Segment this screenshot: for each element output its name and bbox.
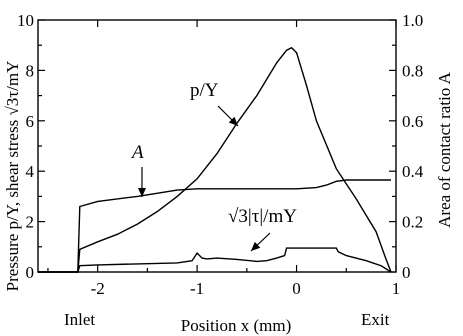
plot-frame-group <box>37 19 397 273</box>
exit-label: Exit <box>361 310 390 329</box>
annotation-p-over-y: p/Y <box>190 80 219 101</box>
x-tick-label: 1 <box>392 279 401 298</box>
y-right-tick-label: 0.2 <box>402 213 423 232</box>
annotation-shear-stress-arrowhead <box>251 241 261 251</box>
y-left-tick-label: 0 <box>26 263 35 282</box>
x-tick-label: -1 <box>190 279 204 298</box>
y-left-tick-label: 8 <box>26 61 35 80</box>
annotation-p-over-y-arrowhead <box>228 116 238 126</box>
x-tick-label: -2 <box>91 279 105 298</box>
contact-ratio-series-line <box>38 179 391 273</box>
y-axis-left-label: Pressure p/Y, shear stress √3τ/mY <box>3 61 22 292</box>
annotation-contact-ratio: A <box>130 142 144 163</box>
y-right-tick-label: 0.6 <box>402 112 423 131</box>
y-left-tick-label: 6 <box>26 112 35 131</box>
x-tick-label: 0 <box>292 279 301 298</box>
y-right-tick-label: 0.4 <box>402 162 424 181</box>
y-left-tick-label: 2 <box>26 213 35 232</box>
plot-frame <box>37 19 397 273</box>
y-right-tick-label: 0 <box>402 263 411 282</box>
annotations-group: p/Y A √3|τ|/mY <box>130 80 297 252</box>
inlet-label: Inlet <box>64 310 95 329</box>
y-axis-right-label: Area of contact ratio A <box>435 71 454 227</box>
y-left-tick-label: 4 <box>26 162 35 181</box>
y-right-tick-label: 1.0 <box>402 11 423 30</box>
annotation-shear-stress: √3|τ|/mY <box>228 206 297 227</box>
series-group <box>38 46 392 273</box>
p-over-y-series-line <box>38 46 392 273</box>
shear-stress-series-line <box>38 247 392 273</box>
y-left-tick-label: 10 <box>17 11 34 30</box>
annotation-contact-ratio-arrowhead <box>138 188 146 197</box>
x-axis-label: Position x (mm) <box>181 316 292 335</box>
y-right-tick-label: 0.8 <box>402 61 423 80</box>
